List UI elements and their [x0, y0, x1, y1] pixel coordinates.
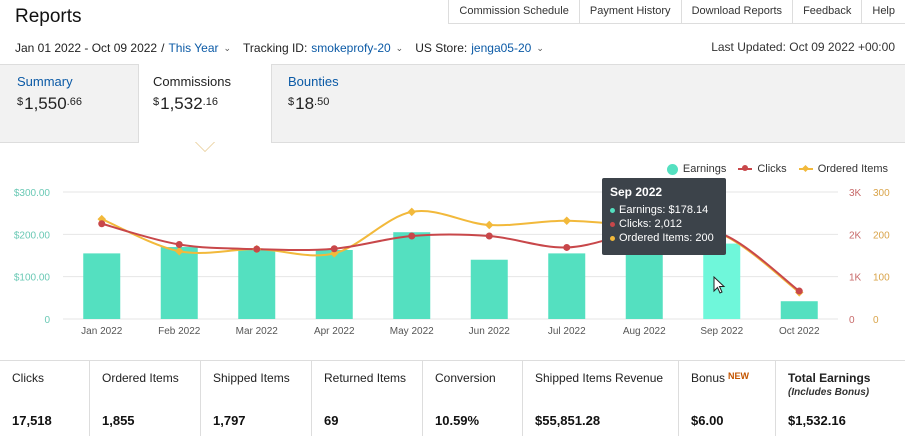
point-clicks: [98, 220, 106, 228]
nav-feedback[interactable]: Feedback: [792, 0, 861, 23]
tab-amount: $1,532.16: [153, 94, 218, 113]
chart-legend: Earnings Clicks Ordered Items: [655, 163, 888, 175]
y-left-tick-label: $200.00: [14, 230, 51, 241]
x-tick-label: Aug 2022: [623, 326, 666, 337]
stat-shipped-items: Shipped Items 1,797: [201, 361, 312, 436]
nav-payment-history[interactable]: Payment History: [578, 0, 681, 23]
bar-earnings: [625, 252, 663, 319]
chevron-down-icon[interactable]: ⌄: [395, 42, 404, 53]
page-title: Reports: [15, 6, 82, 27]
top-nav: Commission Schedule Payment History Down…: [448, 0, 905, 24]
new-badge: NEW: [728, 371, 750, 381]
legend-ordered-items[interactable]: Ordered Items: [798, 163, 888, 175]
tab-pointer: [196, 142, 214, 151]
point-clicks: [563, 243, 571, 251]
date-separator: /: [161, 41, 165, 55]
x-tick-label: Sep 2022: [700, 326, 743, 337]
x-tick-label: Apr 2022: [314, 326, 355, 337]
nav-help[interactable]: Help: [861, 0, 905, 23]
point-ordered-items: [407, 207, 416, 217]
stats-bar: Clicks 17,518 Ordered Items 1,855 Shipped …: [0, 360, 905, 436]
bar-earnings: [393, 232, 431, 319]
point-clicks: [795, 287, 803, 295]
bar-earnings: [780, 301, 818, 319]
point-clicks: [175, 240, 183, 248]
tab-commissions[interactable]: Commissions $1,532.16: [138, 64, 272, 143]
tooltip-row-ordered: Ordered Items: 200: [610, 232, 718, 244]
tab-label: Commissions: [153, 74, 232, 89]
point-ordered-items: [175, 247, 184, 256]
y-right-ordered-tick-label: 300: [873, 188, 890, 199]
tab-amount: $18.50: [288, 94, 330, 113]
y-left-tick-label: $100.00: [14, 273, 51, 284]
earnings-chart: 0 $100.00 $200.00 $300.00 0 1K 2K 3K 0 100 200 300 J…: [14, 188, 890, 337]
point-ordered-items: [485, 220, 494, 230]
bar-earnings: [470, 259, 508, 319]
chevron-down-icon[interactable]: ⌄: [223, 42, 232, 53]
stat-clicks: Clicks 17,518: [0, 361, 90, 436]
tab-label: Bounties: [288, 74, 339, 89]
y-right-clicks-tick-label: 0: [849, 315, 855, 326]
store-label: US Store:: [415, 41, 468, 55]
tab-amount: $1,550.66: [17, 94, 82, 113]
bar-earnings: [315, 249, 353, 319]
nav-download-reports[interactable]: Download Reports: [680, 0, 793, 23]
chevron-down-icon[interactable]: ⌄: [536, 42, 544, 53]
tab-summary[interactable]: Summary $1,550.66: [0, 64, 137, 142]
stat-returned-items: Returned Items 69: [312, 361, 423, 436]
x-tick-label: Oct 2022: [779, 326, 820, 337]
y-left-tick-label: $300.00: [14, 188, 51, 199]
tab-label: Summary: [17, 74, 73, 89]
stat-conversion: Conversion 10.59%: [423, 361, 523, 436]
x-tick-label: Mar 2022: [236, 326, 279, 337]
tooltip-row-earnings: Earnings: $178.14: [610, 204, 718, 216]
tab-bounties[interactable]: Bounties $18.50: [272, 64, 412, 142]
bar-earnings: [703, 243, 741, 319]
chart-tooltip: Sep 2022 Earnings: $178.14 Clicks: 2,012…: [602, 178, 726, 255]
y-right-clicks-tick-label: 3K: [849, 188, 862, 199]
bar-earnings: [160, 247, 198, 319]
point-clicks: [408, 232, 416, 240]
bar-earnings: [548, 253, 586, 319]
mouse-cursor-icon: [713, 276, 726, 294]
legend-clicks[interactable]: Clicks: [738, 163, 787, 175]
x-tick-label: Jun 2022: [469, 326, 511, 337]
stat-total-earnings: Total Earnings (Includes Bonus) $1,532.16: [788, 371, 871, 428]
y-right-clicks-tick-label: 1K: [849, 273, 862, 284]
point-clicks: [253, 245, 261, 253]
period-link[interactable]: This Year: [168, 41, 219, 55]
bar-earnings: [83, 253, 121, 319]
tooltip-title: Sep 2022: [610, 185, 663, 199]
tracking-id-select[interactable]: smokeprofy-20: [311, 41, 391, 55]
stat-bonus: Bonus NEW $6.00: [679, 361, 776, 436]
tooltip-row-clicks: Clicks: 2,012: [610, 218, 718, 230]
point-ordered-items: [562, 216, 571, 226]
tracking-label: Tracking ID:: [243, 41, 308, 55]
y-right-clicks-tick-label: 2K: [849, 230, 862, 241]
stat-ordered-items: Ordered Items 1,855: [90, 361, 201, 436]
x-tick-label: Jan 2022: [81, 326, 123, 337]
nav-commission-schedule[interactable]: Commission Schedule: [448, 0, 578, 23]
y-right-ordered-tick-label: 100: [873, 273, 890, 284]
y-left-tick-label: 0: [44, 315, 50, 326]
y-right-ordered-tick-label: 200: [873, 230, 890, 241]
x-tick-label: May 2022: [390, 326, 434, 337]
filter-bar: Jan 01 2022 - Oct 09 2022 / This Year ⌄ …: [15, 41, 556, 55]
stat-shipped-revenue: Shipped Items Revenue $55,851.28: [523, 361, 679, 436]
y-right-ordered-tick-label: 0: [873, 315, 879, 326]
date-range[interactable]: Jan 01 2022 - Oct 09 2022: [15, 41, 158, 55]
point-clicks: [485, 232, 493, 240]
legend-earnings[interactable]: Earnings: [666, 163, 726, 175]
store-select[interactable]: jenga05-20: [471, 41, 532, 55]
bar-earnings: [238, 249, 276, 319]
x-tick-label: Jul 2022: [548, 326, 586, 337]
point-clicks: [330, 245, 338, 253]
last-updated: Last Updated: Oct 09 2022 +00:00: [711, 40, 895, 54]
x-tick-label: Feb 2022: [158, 326, 201, 337]
